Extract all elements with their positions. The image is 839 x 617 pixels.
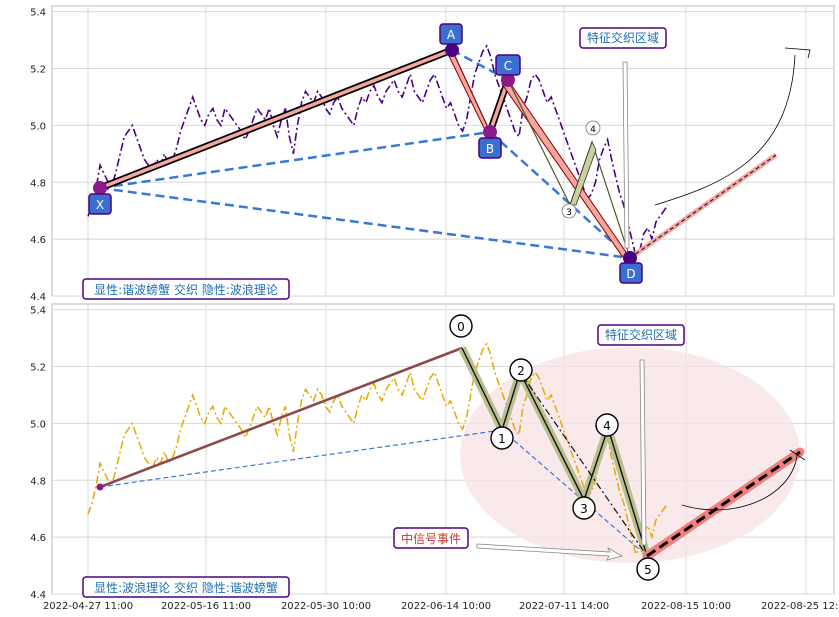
bottom-ytick-label: 4.8 <box>30 476 46 487</box>
top-bracket-cap <box>784 47 811 59</box>
bottom-zone-label: 特征交织区域 <box>597 324 685 346</box>
x-axis: 2022-04-27 11:00 2022-05-16 11:00 2022-05-… <box>43 601 839 612</box>
svg-text:3: 3 <box>566 208 572 218</box>
top-y-axis: 4.4 4.6 4.8 5.0 5.2 5.4 <box>30 8 46 303</box>
bottom-price-line <box>87 342 669 557</box>
svg-text:C: C <box>504 59 512 73</box>
svg-text:特征交织区域: 特征交织区域 <box>587 30 659 45</box>
svg-text:1: 1 <box>498 432 506 446</box>
bottom-zone-arrow <box>639 359 647 546</box>
top-bracket-curve <box>654 54 796 206</box>
svg-text:5: 5 <box>644 563 652 577</box>
top-ytick-label: 4.8 <box>30 178 46 189</box>
top-legend-label: 显性:谐波螃蟹 交织 隐性:波浪理论 <box>82 278 290 300</box>
top-point-label-b: B <box>478 137 502 159</box>
bottom-ytick-label: 5.2 <box>30 363 46 374</box>
bottom-bracket-cap <box>789 449 806 461</box>
bottom-start-marker <box>96 483 104 491</box>
svg-text:3: 3 <box>580 502 588 516</box>
x-tick-label: 2022-04-27 11:00 <box>43 601 133 612</box>
svg-text:D: D <box>626 267 635 281</box>
top-small-label-4: 4 <box>585 120 601 136</box>
bottom-wave-label-1: 1 <box>490 426 514 450</box>
x-tick-label: 2022-07-11 14:00 <box>519 601 609 612</box>
top-ytick-label: 4.4 <box>30 292 46 303</box>
top-bd-dashed-line <box>489 131 631 259</box>
bottom-panel: 4.44.64.85.05.25.4 2022-04-27 11:00 2022-… <box>30 303 839 612</box>
bottom-ytick-label: 5.0 <box>30 419 46 430</box>
bottom-wave-label-5: 5 <box>636 557 660 581</box>
x-tick-label: 2022-05-16 11:00 <box>161 601 251 612</box>
top-projection-dash <box>629 154 777 259</box>
top-ytick-label: 5.0 <box>30 121 46 132</box>
bottom-ytick-label: 4.6 <box>30 533 46 544</box>
bottom-legend-label: 显性:波浪理论 交织 隐性:谐波螃蟹 <box>82 576 290 598</box>
x-tick-label: 2022-08-25 12:00 <box>761 601 839 612</box>
top-point-label-a: A <box>439 23 463 45</box>
bottom-wave-label-0: 0 <box>449 314 473 338</box>
top-ytick-label: 4.6 <box>30 235 46 246</box>
top-price-line <box>87 44 669 259</box>
bottom-signal-label: 中信号事件 <box>393 527 469 549</box>
bottom-signal-arrow <box>476 543 624 561</box>
svg-text:4: 4 <box>590 125 596 135</box>
svg-text:B: B <box>486 142 494 156</box>
top-point-label-c: C <box>495 54 521 76</box>
bottom-dashed-line-2 <box>501 429 648 557</box>
svg-text:0: 0 <box>457 320 465 334</box>
svg-text:显性:谐波螃蟹 交织 隐性:波浪理论: 显性:谐波螃蟹 交织 隐性:波浪理论 <box>94 282 278 297</box>
bottom-y-axis: 4.4 4.6 4.8 5.0 5.2 5.4 <box>30 306 46 601</box>
top-plot-area <box>51 5 835 297</box>
top-panel: 4.4 4.6 4.8 5.0 5.2 5.4 <box>30 5 835 303</box>
bottom-trend-line <box>99 346 463 489</box>
svg-text:X: X <box>96 198 104 212</box>
top-point-label-d: D <box>619 262 643 284</box>
x-tick-label: 2022-08-15 10:00 <box>641 601 731 612</box>
bottom-dashed-line-1 <box>99 429 503 488</box>
top-xd-dashed-line <box>99 186 631 260</box>
top-ac-dashed-line <box>451 48 509 82</box>
svg-text:A: A <box>447 28 456 42</box>
bottom-bracket-curve <box>681 455 798 511</box>
bottom-ytick-label: 4.4 <box>30 590 46 601</box>
svg-text:4: 4 <box>603 419 611 433</box>
bottom-wave-dashdot <box>519 371 648 557</box>
bottom-wave-line <box>461 347 648 557</box>
svg-text:显性:波浪理论 交织 隐性:谐波螃蟹: 显性:波浪理论 交织 隐性:谐波螃蟹 <box>94 580 278 595</box>
top-point-label-x: X <box>88 193 112 215</box>
x-tick-label: 2022-06-14 10:00 <box>401 601 491 612</box>
bottom-wave-label-2: 2 <box>509 358 533 382</box>
x-tick-label: 2022-05-30 10:00 <box>281 601 371 612</box>
svg-text:2: 2 <box>517 364 525 378</box>
top-small-label-3: 3 <box>561 203 577 219</box>
bottom-ytick-label: 5.4 <box>30 306 46 317</box>
top-ytick-label: 5.2 <box>30 65 46 76</box>
svg-text:特征交织区域: 特征交织区域 <box>605 327 677 342</box>
top-ytick-label: 5.4 <box>30 8 46 19</box>
svg-text:中信号事件: 中信号事件 <box>401 531 461 546</box>
top-zone-arrow <box>622 61 630 249</box>
bottom-wave-label-4: 4 <box>595 413 619 437</box>
bottom-wave-label-3: 3 <box>572 496 596 520</box>
top-zone-label: 特征交织区域 <box>579 27 667 49</box>
top-xb-dashed-line <box>99 130 491 190</box>
bottom-projection-dash <box>646 450 801 558</box>
